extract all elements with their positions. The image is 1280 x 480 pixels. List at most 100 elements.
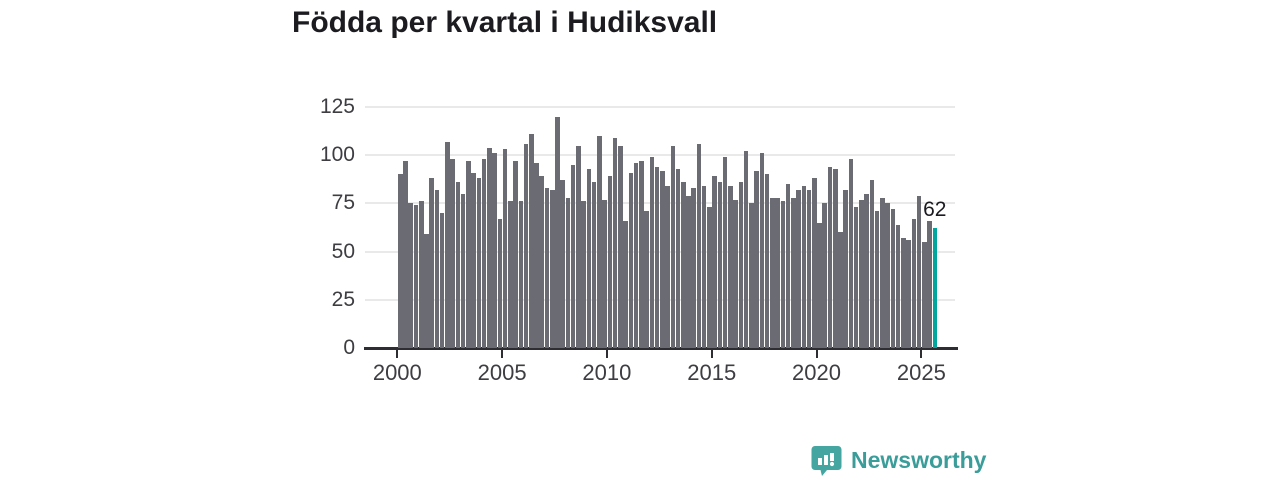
bar [827, 166, 833, 348]
bar-highlighted [932, 228, 938, 348]
bar [434, 189, 440, 348]
bar [691, 187, 696, 348]
bar [864, 193, 869, 348]
bar [796, 189, 801, 348]
x-axis-tick [396, 350, 399, 358]
x-axis-tick [710, 350, 713, 358]
chart-title: Födda per kvartal i Hudiksvall [292, 6, 718, 39]
bar [906, 240, 911, 348]
bar [586, 168, 592, 348]
bar [654, 166, 660, 348]
bar [738, 182, 744, 348]
bar [597, 135, 602, 348]
gridline [365, 202, 955, 205]
bar [445, 141, 450, 348]
bar [471, 172, 476, 348]
bar [717, 182, 723, 348]
bar [398, 174, 403, 348]
bar [838, 232, 843, 348]
bar [403, 160, 408, 348]
x-axis-tick-label: 2010 [582, 360, 632, 385]
bar [853, 207, 859, 348]
bar [602, 199, 607, 348]
bar [770, 197, 775, 348]
bar [649, 157, 655, 348]
bar [696, 143, 702, 348]
bar [665, 186, 670, 348]
bar [591, 182, 597, 348]
bar [780, 201, 786, 348]
y-axis-tick-label: 75 [331, 191, 355, 215]
bar [518, 201, 524, 348]
bar [502, 149, 508, 348]
bar [523, 143, 529, 348]
bar [612, 137, 618, 348]
x-axis-tick [501, 350, 504, 358]
bar [628, 172, 634, 348]
bar [885, 203, 890, 348]
bar [408, 203, 414, 348]
bar [680, 182, 686, 348]
bar [733, 199, 738, 348]
bar [508, 201, 513, 348]
bar [749, 203, 754, 348]
brand-name: Newsworthy [851, 447, 987, 473]
gridline [365, 154, 955, 157]
bar [413, 205, 419, 348]
bar [481, 159, 487, 348]
x-axis-tick-label: 2000 [372, 360, 422, 385]
bar [895, 224, 901, 348]
y-axis-tick-label: 125 [319, 95, 355, 118]
bar [418, 201, 424, 348]
bar [429, 178, 434, 348]
bar [843, 189, 848, 348]
bar [675, 168, 681, 348]
bar [476, 178, 482, 348]
bar [576, 145, 581, 348]
bar [707, 207, 712, 348]
bar [791, 197, 796, 348]
bar [455, 182, 461, 348]
x-axis-tick [605, 350, 608, 358]
bar [759, 153, 765, 348]
bar [916, 195, 922, 348]
x-axis-tick-label: 2020 [792, 360, 841, 385]
bar [555, 116, 560, 348]
bar [880, 197, 885, 348]
bar [581, 201, 586, 348]
brand-logo[interactable]: Newsworthy [810, 444, 986, 477]
bar [607, 176, 613, 348]
bar [927, 220, 932, 348]
bar [686, 195, 691, 348]
bar [701, 186, 707, 348]
bar [832, 168, 838, 348]
y-axis-tick-label: 100 [319, 143, 355, 167]
bar [618, 145, 623, 348]
bar [633, 162, 639, 348]
bar [811, 178, 817, 348]
bar [570, 164, 576, 348]
bar [801, 186, 807, 348]
bar [487, 147, 492, 348]
y-axis-tick-label: 50 [331, 239, 355, 263]
bar [754, 170, 759, 348]
bar [911, 218, 917, 348]
x-axis-tick [815, 350, 818, 358]
bar [822, 203, 828, 348]
bar [775, 197, 780, 348]
bar [639, 160, 644, 348]
y-axis-tick-label: 25 [331, 287, 355, 311]
bar [874, 211, 880, 348]
bar [439, 213, 445, 348]
bar [722, 157, 728, 348]
bar [424, 234, 429, 348]
x-axis-line [364, 347, 958, 350]
bar [544, 187, 550, 348]
gridline [365, 250, 955, 253]
bar [549, 189, 555, 348]
bar [623, 220, 628, 348]
bar [728, 186, 733, 348]
bar [644, 211, 649, 348]
plot-area: 0 25 50 75 100 125 62 2000 2005 2010 2015 2020 2025 [320, 95, 958, 385]
bar [529, 134, 534, 348]
